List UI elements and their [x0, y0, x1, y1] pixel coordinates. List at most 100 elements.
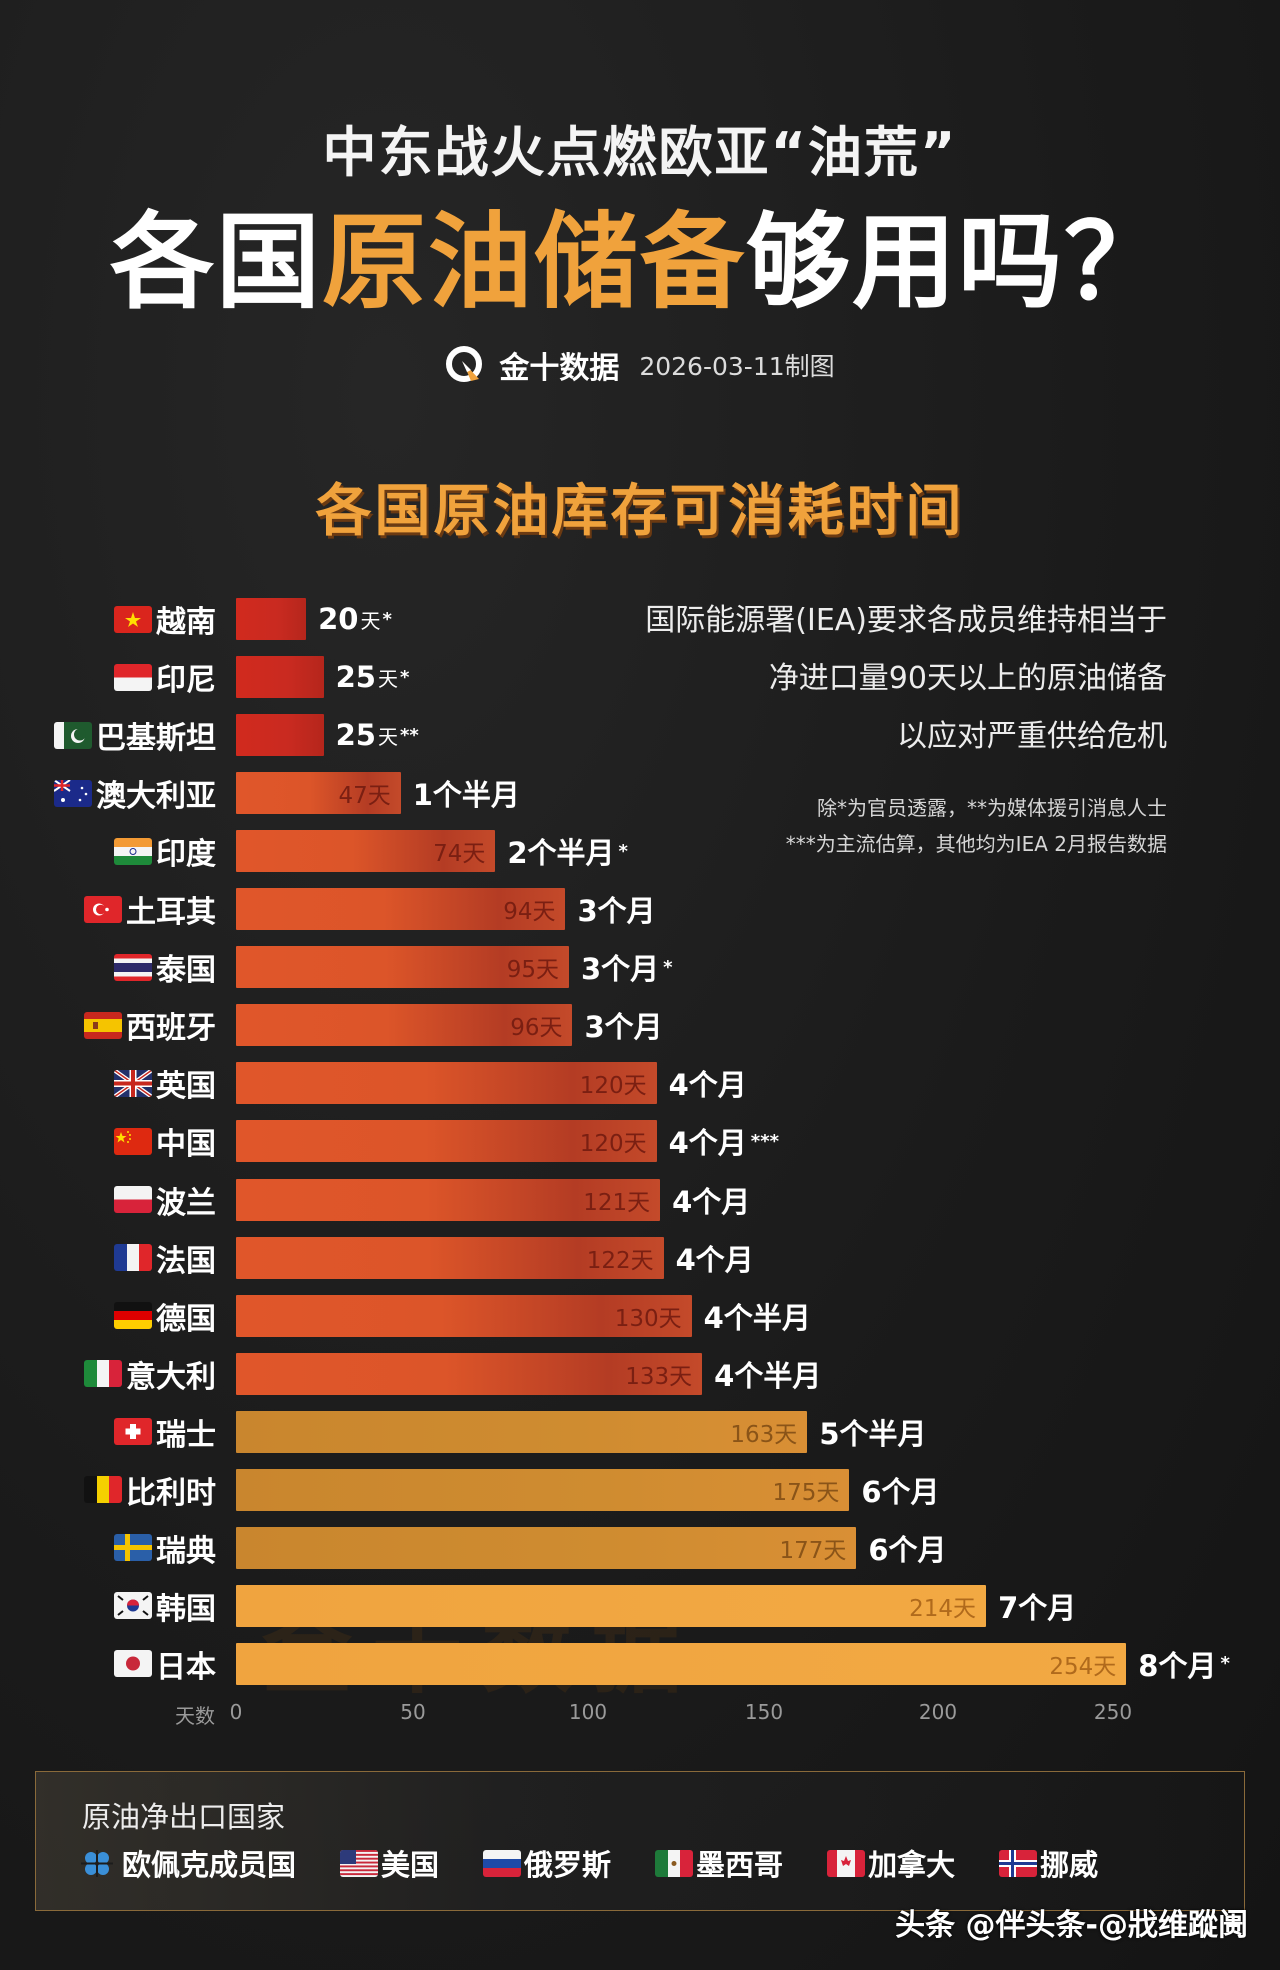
bar: 254天	[236, 1642, 1127, 1685]
duration-unit: 天	[377, 666, 398, 691]
country-label: 印尼	[114, 656, 216, 698]
x-axis-label: 天数	[175, 1704, 215, 1728]
mx-flag-icon	[655, 1849, 694, 1877]
country-label: 中国	[114, 1120, 216, 1162]
duration-unit: 天	[377, 724, 398, 749]
duration-value: 2个半月	[507, 836, 615, 871]
bar-row: 韩国 214天 7个月	[0, 1581, 1280, 1639]
duration-value: 4个半月	[703, 1300, 811, 1335]
pl-flag-icon	[114, 1186, 152, 1213]
tr-flag-icon	[84, 895, 122, 923]
duration-value: 4个半月	[714, 1358, 822, 1393]
source-mark: *	[663, 956, 673, 978]
country-label: 瑞典	[114, 1527, 216, 1569]
country-name: 波兰	[156, 1185, 216, 1221]
country-name: 泰国	[156, 953, 216, 989]
bar-row: 瑞典 177天 6个月	[0, 1523, 1280, 1581]
gb-flag-icon	[114, 1069, 152, 1097]
bar: 163天	[236, 1410, 808, 1453]
country-name: 澳大利亚	[96, 779, 216, 815]
fr-flag-icon	[114, 1244, 152, 1272]
bar-days-label: 163天	[730, 1421, 798, 1448]
ch-flag-icon	[114, 1418, 152, 1446]
bar-days-label: 120天	[579, 1073, 647, 1100]
country-name: 比利时	[126, 1475, 216, 1511]
bar: 74天	[236, 830, 496, 873]
net-exporters-list: 欧佩克成员国 美国 俄罗斯 墨西哥 加拿大 挪威	[81, 1842, 1098, 1884]
footnote: 除*为官员透露，**为媒体援引消息人士 ***为主流估算，其他均为IEA 2月报…	[786, 790, 1167, 862]
iea-note-line: 以应对严重供给危机	[897, 719, 1167, 754]
bar-duration-label: 8个月 *	[1138, 1643, 1230, 1685]
bar: 96天	[236, 1004, 573, 1047]
bar-duration-label: 1个半月	[413, 772, 524, 814]
bar-duration-label: 25 天 *	[336, 656, 410, 698]
exporter-item: 欧佩克成员国	[81, 1842, 296, 1884]
bar-row: 法国 122天 4个月	[0, 1233, 1280, 1291]
bar: 47天	[236, 772, 401, 815]
country-label: 日本	[114, 1643, 216, 1685]
bar: 94天	[236, 888, 566, 931]
brand-name: 金十数据	[499, 351, 620, 386]
bar-days-label: 94天	[503, 899, 556, 926]
bar-row: 印度 74天 2个半月 *	[0, 826, 1280, 884]
us-flag-icon	[340, 1849, 379, 1877]
bar-days-label: 214天	[909, 1595, 977, 1622]
headline-part1: 各国	[109, 201, 322, 323]
country-label: 瑞士	[114, 1411, 216, 1453]
bar: 175天	[236, 1468, 850, 1511]
country-label: 澳大利亚	[54, 772, 216, 814]
bar-row: 日本 254天 8个月 *	[0, 1639, 1280, 1697]
x-tick: 50	[400, 1700, 426, 1724]
no-flag-icon	[999, 1849, 1038, 1877]
duration-value: 8个月	[1138, 1648, 1217, 1683]
bar-days-label: 254天	[1049, 1653, 1117, 1680]
duration-value: 5个半月	[819, 1416, 927, 1451]
cn-flag-icon	[114, 1127, 152, 1155]
duration-value: 3个月	[580, 952, 660, 987]
bar: 120天	[236, 1062, 657, 1105]
bar: 121天	[236, 1178, 661, 1221]
x-tick: 250	[1093, 1700, 1133, 1724]
bar-row: 德国 130天 4个半月	[0, 1291, 1280, 1349]
country-label: 泰国	[114, 946, 216, 988]
exporter-name: 欧佩克成员国	[122, 1848, 297, 1882]
bar-days-label: 177天	[779, 1537, 847, 1564]
duration-value: 3个月	[577, 894, 656, 929]
jp-flag-icon	[114, 1650, 152, 1678]
source-mark: *	[382, 608, 392, 630]
bar-row: 比利时 175天 6个月	[0, 1465, 1280, 1523]
kr-flag-icon	[114, 1592, 152, 1620]
iea-note-line: 国际能源署(IEA)要求各成员维持相当于	[645, 603, 1167, 638]
bar-duration-label: 4个月 ***	[669, 1120, 779, 1162]
bar-row: 土耳其 94天 3个月	[0, 884, 1280, 942]
source-mark: **	[399, 724, 419, 746]
country-name: 英国	[156, 1069, 216, 1105]
country-label: 韩国	[114, 1585, 216, 1627]
bar-duration-label: 7个月	[998, 1585, 1080, 1627]
country-name: 日本	[156, 1649, 216, 1685]
it-flag-icon	[84, 1360, 122, 1388]
country-label: 意大利	[84, 1353, 216, 1395]
bar-duration-label: 3个月	[584, 1004, 666, 1046]
source-mark: *	[618, 840, 628, 862]
bar-duration-label: 3个月 *	[581, 946, 673, 988]
bar: 133天	[236, 1352, 703, 1395]
brand-line: 金十数据 2026-03-11制图	[0, 343, 1280, 387]
bar-days-label: 133天	[625, 1363, 693, 1390]
be-flag-icon	[84, 1476, 122, 1504]
country-label: 比利时	[84, 1469, 216, 1511]
country-name: 土耳其	[126, 895, 216, 931]
bar-row: 西班牙 96天 3个月	[0, 1000, 1280, 1058]
pk-flag-icon	[54, 721, 92, 749]
bar	[236, 598, 307, 640]
country-name: 瑞士	[156, 1417, 216, 1453]
net-exporters-title: 原油净出口国家	[82, 1800, 286, 1834]
bar-duration-label: 4个月	[676, 1237, 758, 1279]
bar-row: 意大利 133天 4个半月	[0, 1349, 1280, 1407]
headline-part2: 够用吗？	[746, 201, 1171, 323]
country-name: 意大利	[126, 1359, 216, 1395]
exporter-name: 墨西哥	[696, 1848, 784, 1882]
duration-value: 25	[335, 660, 376, 695]
vn-flag-icon	[114, 605, 152, 633]
bar-duration-label: 3个月	[577, 888, 659, 930]
